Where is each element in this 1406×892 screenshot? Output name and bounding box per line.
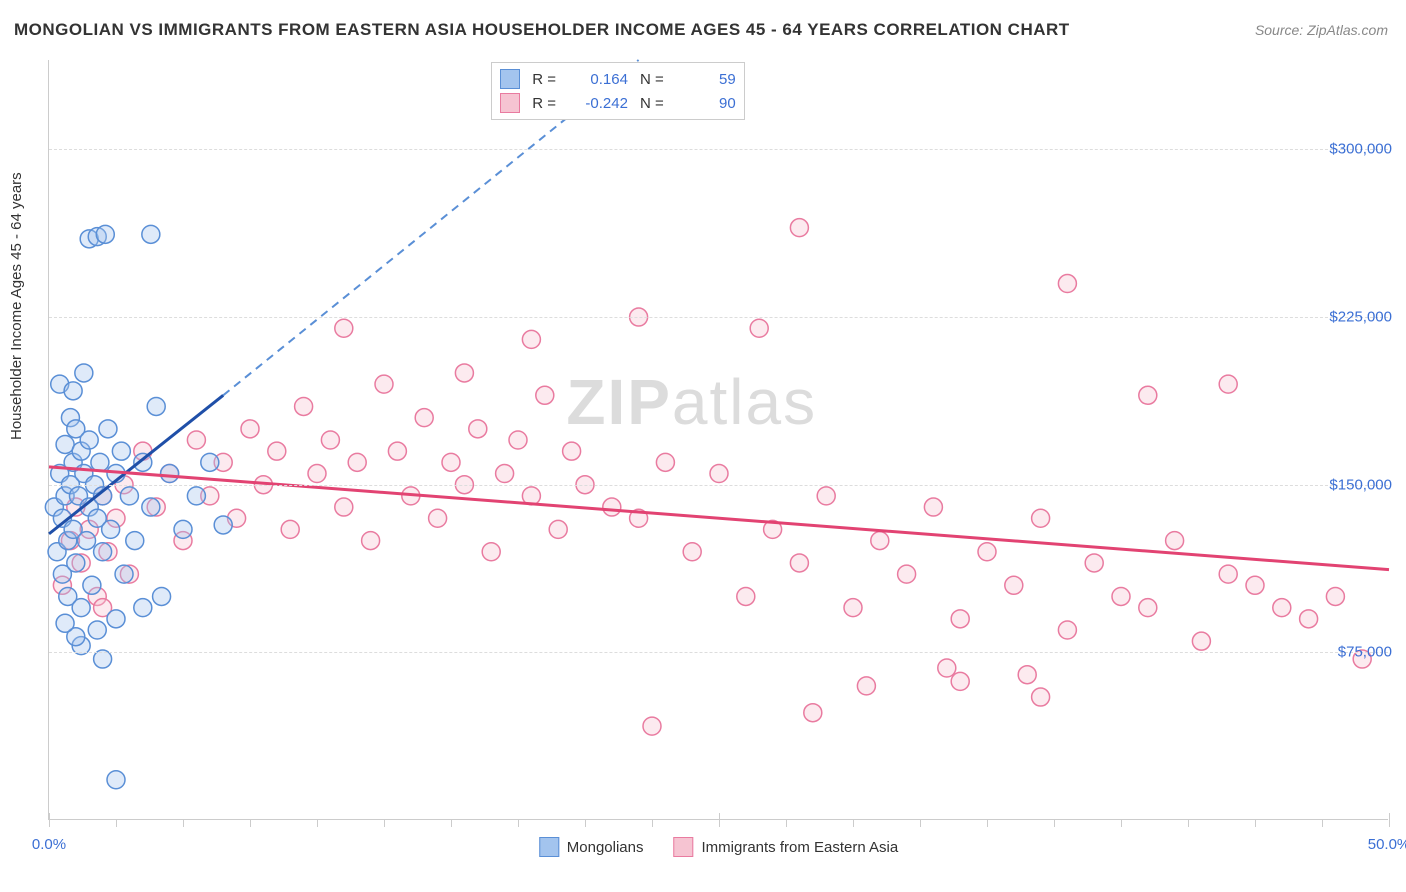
x-tick	[1054, 819, 1055, 827]
x-tick	[585, 819, 586, 827]
legend-n-label: N =	[640, 71, 664, 88]
series-legend: Mongolians Immigrants from Eastern Asia	[539, 837, 898, 857]
x-tick	[786, 819, 787, 827]
x-tick	[384, 819, 385, 827]
legend-row: R = 0.164 N = 59	[500, 67, 736, 91]
plot-area: ZIPatlas R =0.164N =59R =-0.242N =90 Mon…	[48, 60, 1388, 820]
x-tick	[652, 819, 653, 827]
gridline	[49, 652, 1388, 653]
x-tick	[1322, 819, 1323, 827]
y-tick-label: $225,000	[1292, 309, 1392, 326]
y-tick-label: $300,000	[1292, 141, 1392, 158]
legend-row: R = -0.242 N = 90	[500, 91, 736, 115]
x-tick	[250, 819, 251, 827]
legend-swatch-icon	[673, 837, 693, 857]
y-tick-label: $150,000	[1292, 476, 1392, 493]
gridline	[49, 149, 1388, 150]
x-tick-major	[719, 813, 720, 827]
x-tick	[1255, 819, 1256, 827]
legend-item-immigrants: Immigrants from Eastern Asia	[673, 837, 898, 857]
legend-label: Immigrants from Eastern Asia	[701, 839, 898, 856]
x-tick	[1121, 819, 1122, 827]
gridline	[49, 317, 1388, 318]
chart-container: MONGOLIAN VS IMMIGRANTS FROM EASTERN ASI…	[0, 0, 1406, 892]
x-tick-label: 50.0%	[1368, 836, 1406, 853]
gridline	[49, 485, 1388, 486]
chart-svg	[49, 60, 1388, 819]
x-tick	[1188, 819, 1189, 827]
legend-n-value: 59	[676, 71, 736, 88]
legend-r-value: -0.242	[568, 95, 628, 112]
legend-swatch-icon	[539, 837, 559, 857]
legend-r-label: R =	[532, 95, 556, 112]
x-tick-label: 0.0%	[32, 836, 66, 853]
x-tick	[451, 819, 452, 827]
legend-n-label: N =	[640, 95, 664, 112]
x-tick	[987, 819, 988, 827]
x-tick-major	[49, 813, 50, 827]
x-tick	[920, 819, 921, 827]
y-tick-label: $75,000	[1292, 644, 1392, 661]
legend-r-label: R =	[532, 71, 556, 88]
legend-swatch-icon	[500, 93, 520, 113]
legend-r-value: 0.164	[568, 71, 628, 88]
legend-swatch-icon	[500, 69, 520, 89]
x-tick-major	[1389, 813, 1390, 827]
x-tick	[317, 819, 318, 827]
correlation-legend: R = 0.164 N = 59 R = -0.242 N = 90	[491, 62, 745, 120]
chart-title: MONGOLIAN VS IMMIGRANTS FROM EASTERN ASI…	[14, 20, 1070, 40]
x-tick	[183, 819, 184, 827]
x-tick	[116, 819, 117, 827]
y-axis-label: Householder Income Ages 45 - 64 years	[8, 172, 25, 440]
x-tick	[518, 819, 519, 827]
legend-item-mongolians: Mongolians	[539, 837, 644, 857]
legend-label: Mongolians	[567, 839, 644, 856]
source-attribution: Source: ZipAtlas.com	[1255, 22, 1388, 38]
legend-n-value: 90	[676, 95, 736, 112]
x-tick	[853, 819, 854, 827]
